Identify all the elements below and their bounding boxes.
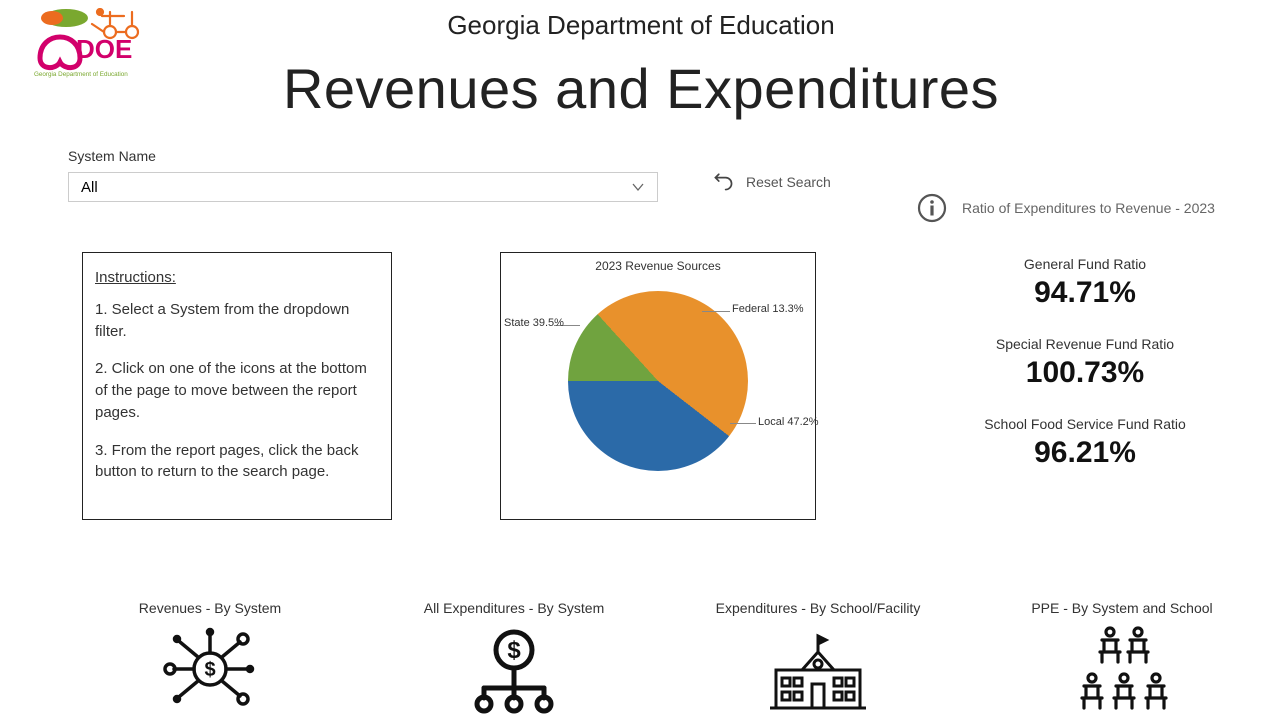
ratio-value: 100.73% xyxy=(920,356,1250,390)
ratio-label: School Food Service Fund Ratio xyxy=(920,416,1250,432)
report-nav: Revenues - By System $ All Expenditures … xyxy=(70,600,1262,714)
info-icon[interactable] xyxy=(916,192,948,224)
revenue-sources-chart: 2023 Revenue Sources Federal 13.3% Local… xyxy=(500,252,816,520)
pie-chart[interactable] xyxy=(568,291,748,471)
nav-label: All Expenditures - By System xyxy=(424,600,605,616)
nav-label: PPE - By System and School xyxy=(1031,600,1212,616)
reset-search-button[interactable]: Reset Search xyxy=(712,170,831,194)
instruction-step-2: 2. Click on one of the icons at the bott… xyxy=(95,358,379,423)
system-dropdown-value: All xyxy=(81,179,98,196)
network-dollar-icon: $ xyxy=(160,624,260,714)
page-title: Revenues and Expenditures xyxy=(0,56,1282,121)
ratio-label: General Fund Ratio xyxy=(920,256,1250,272)
department-title: Georgia Department of Education xyxy=(0,10,1282,41)
slice-label-federal: Federal 13.3% xyxy=(732,303,804,315)
school-building-icon xyxy=(768,624,868,714)
ratio-value: 96.21% xyxy=(920,436,1250,470)
ratio-special-revenue: Special Revenue Fund Ratio 100.73% xyxy=(920,336,1250,390)
slice-label-state: State 39.5% xyxy=(504,317,564,329)
ratios-panel: General Fund Ratio 94.71% Special Revenu… xyxy=(920,256,1250,496)
instruction-step-1: 1. Select a System from the dropdown fil… xyxy=(95,299,379,343)
reset-label: Reset Search xyxy=(746,174,831,190)
hierarchy-dollar-icon: $ xyxy=(464,624,564,714)
desks-icon xyxy=(1072,624,1172,714)
ratio-general-fund: General Fund Ratio 94.71% xyxy=(920,256,1250,310)
instructions-panel: Instructions: 1. Select a System from th… xyxy=(82,252,392,520)
svg-text:$: $ xyxy=(507,637,521,664)
ratio-label: Special Revenue Fund Ratio xyxy=(920,336,1250,352)
nav-ppe-by-system[interactable]: PPE - By System and School xyxy=(982,600,1262,714)
nav-label: Revenues - By System xyxy=(139,600,281,616)
nav-revenues-by-system[interactable]: Revenues - By System $ xyxy=(70,600,350,714)
instructions-heading: Instructions: xyxy=(95,267,379,289)
nav-expenditures-by-school[interactable]: Expenditures - By School/Facility xyxy=(678,600,958,714)
instruction-step-3: 3. From the report pages, click the back… xyxy=(95,440,379,484)
ratio-food-service: School Food Service Fund Ratio 96.21% xyxy=(920,416,1250,470)
info-text: Ratio of Expenditures to Revenue - 2023 xyxy=(962,200,1215,216)
undo-icon xyxy=(712,170,736,194)
system-dropdown[interactable]: All xyxy=(68,172,658,202)
nav-label: Expenditures - By School/Facility xyxy=(716,600,921,616)
ratio-value: 94.71% xyxy=(920,276,1250,310)
pie-chart-title: 2023 Revenue Sources xyxy=(595,259,720,273)
system-filter-label: System Name xyxy=(68,148,156,164)
chevron-down-icon xyxy=(631,180,645,194)
ratio-info: Ratio of Expenditures to Revenue - 2023 xyxy=(916,192,1215,224)
svg-text:$: $ xyxy=(204,659,215,681)
slice-label-local: Local 47.2% xyxy=(758,416,819,428)
nav-all-expenditures[interactable]: All Expenditures - By System $ xyxy=(374,600,654,714)
